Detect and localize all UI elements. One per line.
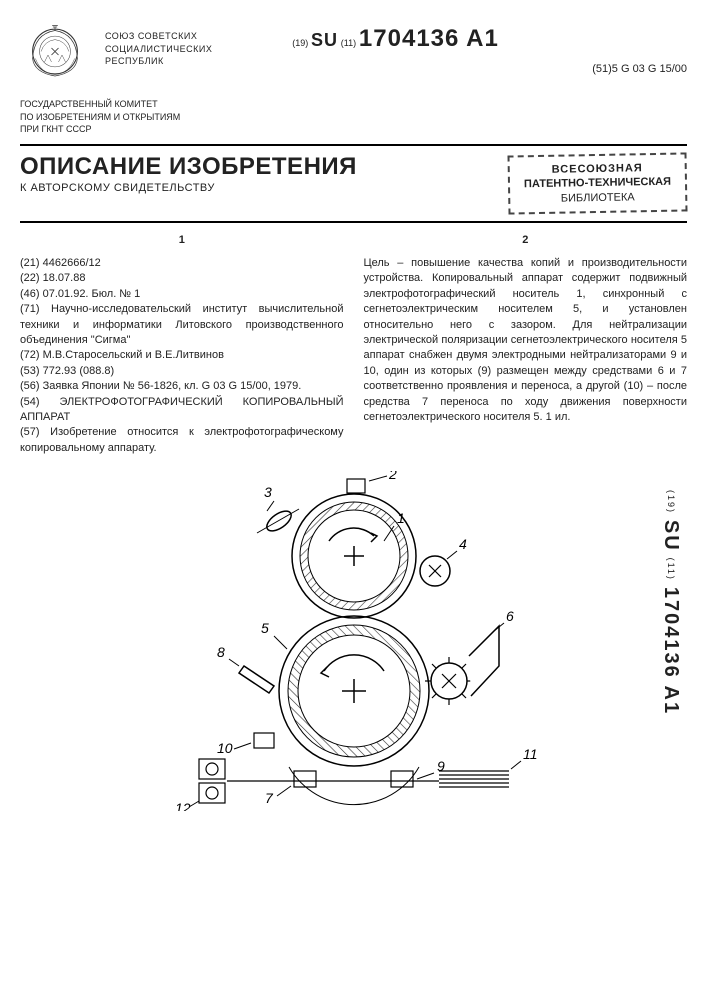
svg-text:7: 7 — [265, 790, 274, 806]
biblio-57: (57) Изобретение относится к электрофото… — [20, 425, 344, 456]
committee-text: ГОСУДАРСТВЕННЫЙ КОМИТЕТ ПО ИЗОБРЕТЕНИЯМ … — [20, 98, 687, 146]
state-emblem — [20, 20, 90, 90]
column-1: 1 (21) 4462666/12 (22) 18.07.88 (46) 07.… — [20, 233, 344, 456]
svg-text:11: 11 — [523, 746, 538, 762]
document-subtitle: К АВТОРСКОМУ СВИДЕТЕЛЬСТВУ — [20, 182, 357, 194]
col-number: 2 — [364, 233, 688, 248]
biblio-46: (46) 07.01.92. Бюл. № 1 — [20, 287, 344, 302]
publication-number: (19) SU (11) 1704136 A1 (51)5 G 03 G 15/… — [292, 20, 687, 90]
biblio-21: (21) 4462666/12 — [20, 256, 344, 271]
svg-text:1: 1 — [397, 510, 405, 526]
svg-text:5: 5 — [261, 620, 269, 636]
svg-text:6: 6 — [506, 608, 514, 624]
technical-diagram: 1 2 3 4 5 — [20, 471, 687, 814]
column-2: 2 Цель – повышение качества копий и прои… — [364, 233, 688, 456]
svg-text:10: 10 — [217, 740, 233, 756]
side-publication-number: (19) SU (11) 1704136 A1 — [659, 490, 682, 715]
col-number: 1 — [20, 233, 344, 248]
svg-text:3: 3 — [264, 484, 272, 500]
republic-line: РЕСПУБЛИК — [105, 55, 212, 68]
svg-text:8: 8 — [217, 644, 225, 660]
svg-text:2: 2 — [388, 471, 397, 482]
svg-text:12: 12 — [175, 800, 191, 811]
biblio-71: (71) Научно-исследовательский институт в… — [20, 302, 344, 348]
biblio-22: (22) 18.07.88 — [20, 271, 344, 286]
republic-line: СОЦИАЛИСТИЧЕСКИХ — [105, 43, 212, 56]
library-stamp: ВСЕСОЮЗНАЯ ПАТЕНТНО-ТЕХНИЧЕСКАЯ БИБЛИОТЕ… — [507, 152, 687, 214]
document-title: ОПИСАНИЕ ИЗОБРЕТЕНИЯ — [20, 154, 357, 180]
biblio-54: (54) ЭЛЕКТРОФОТОГРАФИЧЕСКИЙ КОПИРОВАЛЬНЫ… — [20, 395, 344, 426]
biblio-56: (56) Заявка Японии № 56-1826, кл. G 03 G… — [20, 379, 344, 394]
abstract-text: Цель – повышение качества копий и произв… — [364, 256, 688, 425]
republic-text: СОЮЗ СОВЕТСКИХ СОЦИАЛИСТИЧЕСКИХ РЕСПУБЛИ… — [105, 20, 212, 90]
svg-text:4: 4 — [459, 536, 467, 552]
biblio-72: (72) М.В.Старосельский и В.Е.Литвинов — [20, 348, 344, 363]
ipc-classification: (51)5 G 03 G 15/00 — [592, 63, 687, 75]
biblio-53: (53) 772.93 (088.8) — [20, 364, 344, 379]
republic-line: СОЮЗ СОВЕТСКИХ — [105, 30, 212, 43]
